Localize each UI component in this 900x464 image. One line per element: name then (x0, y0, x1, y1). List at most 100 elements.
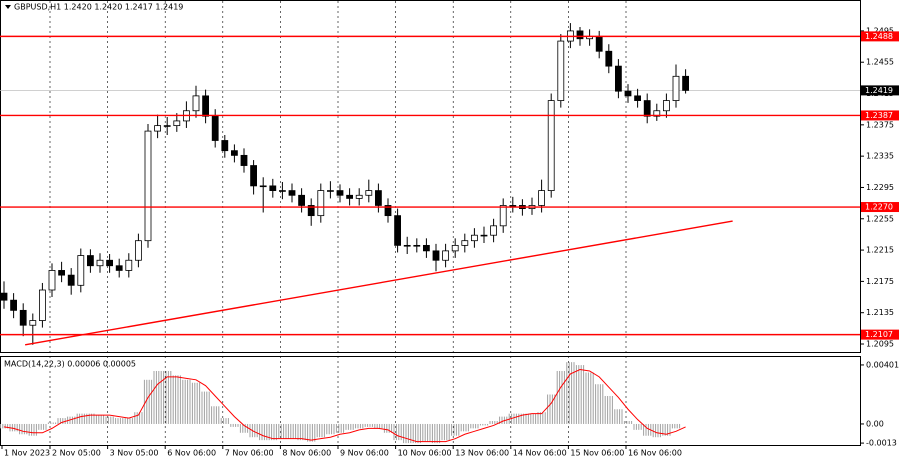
x-tick-label: 3 Nov 05:00 (110, 449, 159, 458)
x-tick-label: 10 Nov 06:00 (398, 449, 452, 458)
candle-body (240, 154, 248, 166)
candle-body (317, 190, 325, 217)
candle-body (384, 205, 392, 217)
macd-frame (0, 356, 861, 446)
candle-body (461, 240, 469, 246)
candle-body (557, 40, 565, 101)
y-tick-label: 1.2215 (866, 246, 894, 255)
trendline (24, 220, 733, 346)
candle-body (134, 240, 142, 261)
candle-body (682, 75, 689, 91)
candle-body (48, 270, 56, 291)
candle-body (509, 205, 517, 207)
candle-body (624, 90, 632, 97)
candle-body (615, 65, 622, 92)
y-tick-label: 0.00401 (866, 360, 899, 369)
current-price-label: 1.2419 (865, 86, 893, 95)
grid (0, 1, 860, 445)
candle-body (326, 190, 334, 192)
y-tick-label: 1.2455 (866, 58, 894, 67)
marks (0, 23, 860, 444)
candle-body (490, 225, 498, 236)
candle-body (451, 244, 459, 252)
candle-body (480, 234, 488, 237)
macd-title: MACD(14,22,3) 0.00006 0.00005 (4, 360, 136, 369)
x-tick-label: 13 Nov 06:00 (455, 449, 509, 458)
level-label-box (861, 329, 899, 340)
signal-line (3, 368, 686, 443)
title-arrow (5, 5, 11, 9)
price-frame (0, 0, 861, 353)
y-tick-label: 1.2295 (866, 183, 894, 192)
candle-body (250, 165, 258, 187)
candle-body (672, 75, 680, 101)
candle-body (643, 100, 651, 117)
candle-body (163, 125, 171, 127)
level-label-box (861, 202, 899, 213)
candle-body (77, 255, 85, 286)
candle-body (154, 125, 162, 132)
candle-body (221, 140, 229, 152)
candle-body (336, 190, 344, 196)
candle-body (346, 194, 354, 199)
x-tick-label: 16 Nov 06:00 (628, 449, 682, 458)
candle-body (432, 250, 440, 261)
candle-body (422, 244, 430, 252)
y-tick-label: 1.2375 (866, 120, 894, 129)
candle-body (595, 35, 603, 52)
candle-body (394, 215, 402, 246)
level-label: 1.2488 (865, 32, 893, 41)
x-tick-label: 2 Nov 05:00 (52, 449, 101, 458)
candle-body (538, 190, 545, 206)
candle-body (403, 244, 411, 247)
x-tick-label: 8 Nov 06:00 (282, 449, 331, 458)
x-tick-label: 9 Nov 06:00 (340, 449, 389, 458)
candle-body (374, 190, 382, 206)
candle-body (576, 30, 584, 40)
level-label: 1.2107 (865, 330, 893, 339)
candle-body (115, 265, 123, 271)
candle-body (278, 190, 286, 192)
y-tick-label: 0.00 (866, 419, 884, 428)
y-tick-label: 1.2135 (866, 308, 894, 317)
candle-body (355, 194, 363, 199)
candle-body (259, 185, 267, 188)
y-tick-label: 1.2335 (866, 152, 894, 161)
candle-body (39, 289, 46, 321)
candle-body (288, 190, 296, 196)
candle-body (87, 255, 94, 267)
candle-body (211, 115, 219, 141)
candle-body (58, 270, 65, 276)
candle-body (0, 292, 8, 301)
y-tick-label: 1.2495 (866, 26, 894, 35)
candle-body (605, 50, 613, 67)
y-tick-label: -0.0013 (866, 439, 897, 448)
candle-body (125, 259, 133, 271)
y-tick-label: 1.2175 (866, 277, 894, 286)
candle-body (230, 150, 238, 156)
candle-body (413, 244, 421, 247)
current-price-box (861, 85, 899, 96)
candle-body (19, 309, 27, 326)
x-tick-label: 7 Nov 06:00 (225, 449, 274, 458)
candle-body (547, 100, 555, 191)
candle-body (67, 274, 75, 286)
candle-body (653, 110, 661, 117)
candle-body (663, 100, 670, 112)
candle-body (365, 190, 373, 196)
candle-body (470, 234, 478, 242)
candle-body (499, 205, 507, 227)
y-tick-label: 1.2255 (866, 214, 894, 223)
candle-body (10, 299, 18, 311)
candle-body (442, 250, 450, 261)
candle-body (106, 259, 113, 267)
level-label-box (861, 110, 899, 121)
labels: 1 Nov 2023 2 Nov 05:00 3 Nov 05:00 6 Nov 06… (1, 26, 899, 458)
candle-body (192, 95, 200, 112)
candle-body (298, 194, 306, 206)
level-label-box (861, 31, 899, 42)
candle-body (307, 205, 315, 217)
level-label: 1.2270 (865, 203, 893, 212)
